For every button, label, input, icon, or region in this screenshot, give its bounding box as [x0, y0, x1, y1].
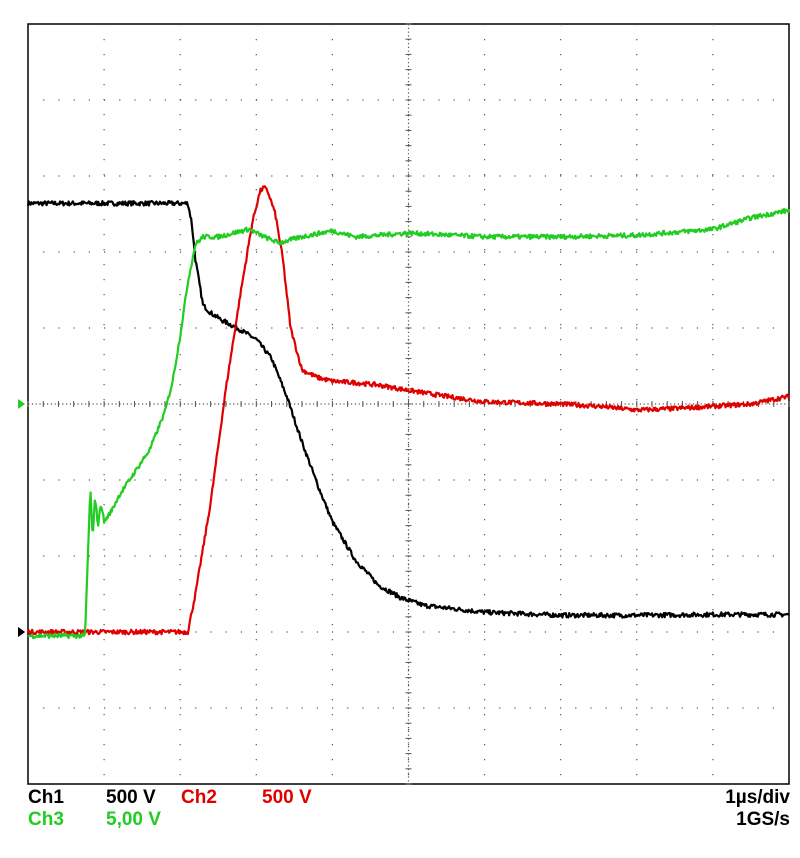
traces	[26, 185, 791, 640]
ch3-scale: 5,00 V	[106, 809, 161, 830]
ch1-trace	[26, 200, 790, 619]
ch2-label: Ch2	[181, 787, 217, 808]
ch2-scale: 500 V	[262, 787, 312, 808]
timebase-readout: 1µs/div	[725, 787, 790, 808]
ch1-label: Ch1	[28, 787, 64, 808]
ch3-label: Ch3	[28, 809, 64, 830]
sample-rate-readout: 1GS/s	[736, 809, 790, 830]
ch2-trace	[26, 185, 791, 636]
graticule	[27, 23, 790, 785]
ch1-level-marker	[18, 627, 25, 637]
ch3-trace	[27, 208, 791, 640]
level-markers	[18, 399, 25, 637]
ch1-scale: 500 V	[106, 787, 156, 808]
ch3-level-marker	[18, 399, 25, 409]
